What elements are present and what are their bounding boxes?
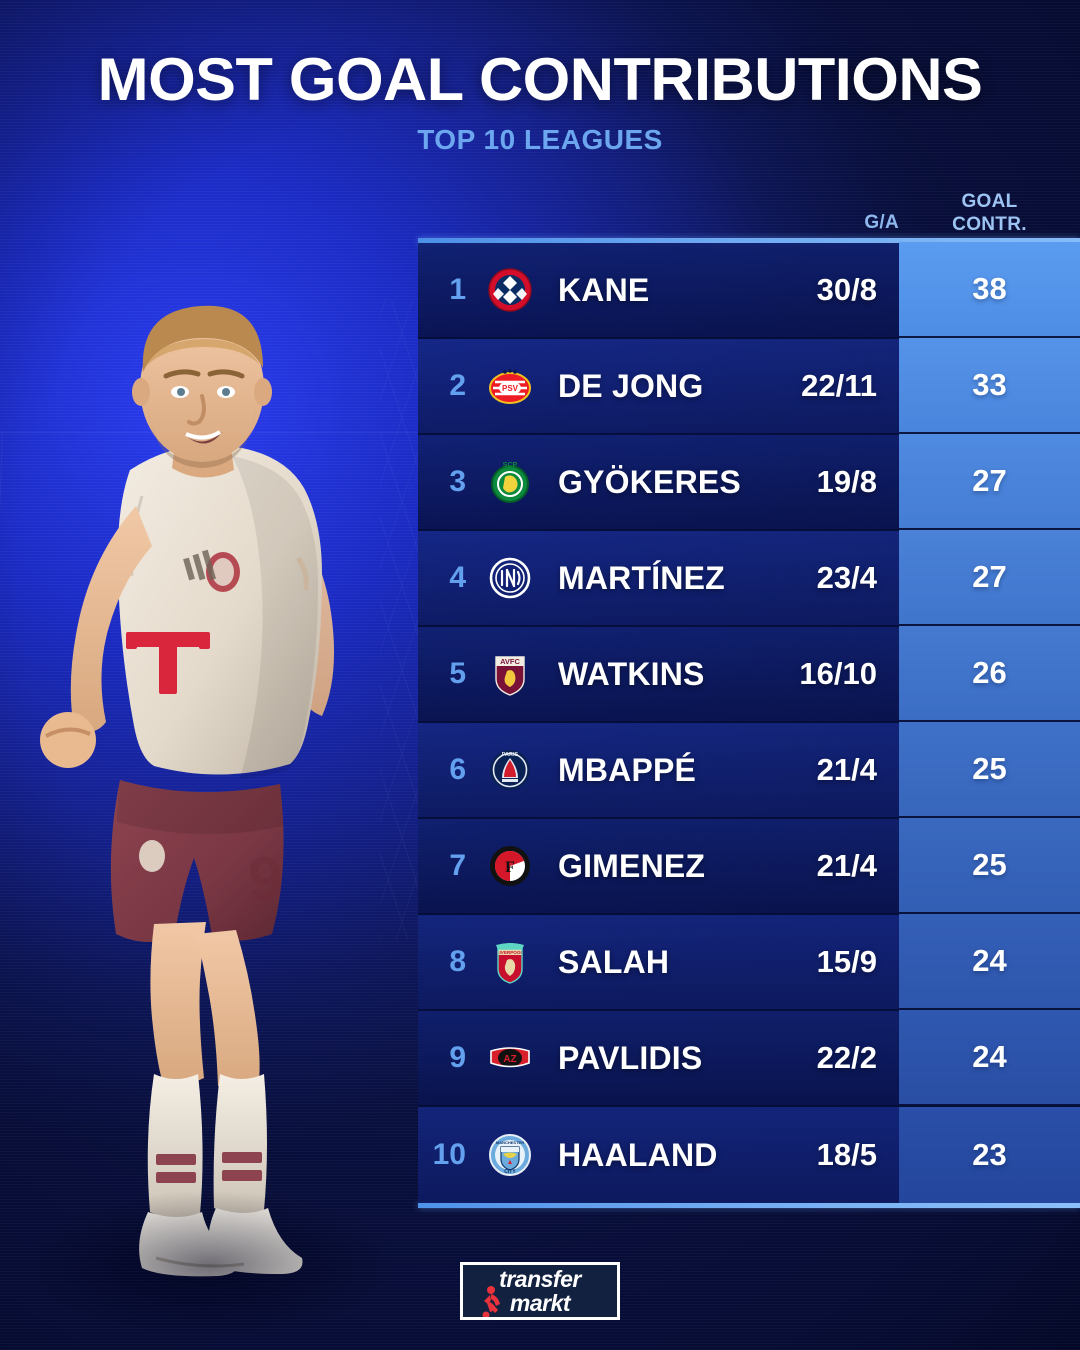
row-goal-contributions: 27: [899, 530, 1080, 626]
row-player-name: KANE: [558, 271, 650, 308]
header: MOST GOAL CONTRIBUTIONS TOP 10 LEAGUES: [0, 0, 1080, 154]
row-player-name: GYÖKERES: [558, 463, 741, 500]
table-top-rule: [418, 238, 1080, 243]
row-goals-assists: 22/2: [816, 1040, 877, 1075]
row-goal-contributions: 33: [899, 338, 1080, 434]
club-badge-inter-milan-icon: [480, 552, 540, 604]
row-rank: 2: [449, 369, 466, 402]
club-badge-manchester-city-icon: CITY MANCHESTER: [480, 1129, 540, 1181]
club-badge-paris-saint-germain-icon: PARIS: [480, 744, 540, 796]
transfermarkt-player-figure-icon: [482, 1286, 500, 1317]
row-rank: 1: [449, 273, 466, 306]
page-title: MOST GOAL CONTRIBUTIONS: [97, 46, 983, 113]
table-row[interactable]: 6 PARIS MBAPPÉ 21/4 25: [418, 722, 1080, 819]
svg-text:AZ: AZ: [503, 1054, 516, 1065]
row-rank: 6: [449, 753, 466, 786]
column-header-goal-contr-line1: GOAL: [961, 191, 1018, 213]
column-header-goal-contr-line2: CONTR.: [952, 213, 1027, 235]
svg-text:AVFC: AVFC: [500, 657, 520, 666]
row-rank: 9: [449, 1041, 466, 1074]
row-goal-contributions: 25: [899, 722, 1080, 818]
row-goals-assists: 22/11: [801, 368, 877, 403]
club-badge-feyenoord-icon: F: [480, 840, 540, 892]
table-row[interactable]: 9 AZ PAVLIDIS 22/2 24: [418, 1010, 1080, 1107]
row-player-name: SALAH: [558, 943, 670, 980]
row-goals-assists: 16/10: [799, 656, 877, 691]
club-badge-az-alkmaar-icon: AZ: [480, 1032, 540, 1084]
row-player-name: HAALAND: [558, 1136, 718, 1173]
transfermarkt-logo: transfer markt: [460, 1262, 620, 1320]
row-goals-assists: 21/4: [816, 752, 877, 787]
row-goals-assists: 18/5: [816, 1137, 877, 1172]
transfermarkt-logo-box: transfer markt: [460, 1262, 620, 1320]
row-goals-assists: 23/4: [816, 560, 877, 595]
table-row[interactable]: 10 CITY MANCHESTER HAALAND 18/5 23: [418, 1107, 1080, 1203]
club-badge-sporting-cp-icon: SCP: [480, 456, 540, 508]
row-goal-contributions: 24: [899, 914, 1080, 1010]
row-player-name: GIMENEZ: [558, 847, 706, 884]
svg-text:9: 9: [248, 845, 282, 914]
row-goal-contributions: 27: [899, 434, 1080, 530]
svg-text:LIVERPOOL: LIVERPOOL: [497, 950, 524, 955]
page-subtitle: TOP 10 LEAGUES: [417, 124, 663, 155]
row-goal-contributions: 23: [899, 1107, 1080, 1203]
column-header-ga: G/A: [864, 212, 899, 233]
row-rank: 10: [432, 1138, 466, 1171]
svg-text:PARIS: PARIS: [502, 752, 519, 758]
table-row[interactable]: 2 PSV DE JONG 22/11 33: [418, 338, 1080, 435]
row-goals-assists: 15/9: [816, 944, 877, 979]
row-rank: 7: [449, 849, 466, 882]
table-row[interactable]: 5 AVFC WATKINS 16/10 26: [418, 626, 1080, 723]
row-player-name: PAVLIDIS: [558, 1039, 703, 1076]
svg-text:CITY: CITY: [504, 1169, 516, 1175]
row-goals-assists: 21/4: [816, 848, 877, 883]
table-row[interactable]: 3 SCP GYÖKERES 19/8 27: [418, 434, 1080, 531]
transfermarkt-logo-text-top: transfer: [499, 1266, 581, 1292]
row-player-name: DE JONG: [558, 367, 704, 404]
row-player-name: WATKINS: [558, 655, 705, 692]
row-rank: 4: [449, 561, 466, 594]
row-rank: 5: [449, 657, 466, 690]
transfermarkt-logo-text-bottom: markt: [509, 1290, 571, 1316]
table-row[interactable]: 7 F GIMENEZ 21/4 25: [418, 818, 1080, 915]
table-row[interactable]: 1 KANE 30/8 38: [418, 242, 1080, 339]
svg-text:SCP: SCP: [503, 462, 518, 469]
player-photo-illustration: 9: [40, 305, 335, 1277]
club-badge-psv-eindhoven-icon: PSV: [480, 360, 540, 412]
column-header-goal-contributions: GOAL CONTR.: [899, 191, 1080, 236]
row-player-name: MBAPPÉ: [558, 751, 697, 788]
row-goals-assists: 19/8: [816, 464, 877, 499]
table-row[interactable]: 8 LIVERPOOL SALAH 15/9 24: [418, 914, 1080, 1011]
club-badge-liverpool-icon: LIVERPOOL: [480, 936, 540, 988]
row-goal-contributions: 25: [899, 818, 1080, 914]
svg-text:MANCHESTER: MANCHESTER: [496, 1140, 524, 1145]
row-goal-contributions: 26: [899, 626, 1080, 722]
row-goals-assists: 30/8: [816, 272, 877, 307]
table-row[interactable]: 4 MARTÍNEZ 23/4 27: [418, 530, 1080, 627]
row-goal-contributions: 38: [899, 242, 1080, 338]
club-badge-fc-bayern-munich-icon: [480, 264, 540, 316]
table-body: 1 KANE 30/8 38 2 PSV DE JONG 22/11 33 3 SCP GYÖ…: [418, 242, 1080, 1203]
row-rank: 8: [449, 945, 466, 978]
row-player-name: MARTÍNEZ: [558, 559, 725, 596]
svg-text:PSV: PSV: [502, 384, 519, 393]
club-badge-aston-villa-icon: AVFC: [480, 648, 540, 700]
leaderboard-table: G/A GOAL CONTR. 1 KANE 30/8 38 2 PSV DE JON…: [418, 186, 1080, 1208]
player-photo-harry-kane: 9: [0, 140, 450, 1350]
player-photo-shadow: [20, 1190, 400, 1340]
svg-text:F: F: [505, 859, 515, 876]
row-rank: 3: [449, 465, 466, 498]
table-header-row: G/A GOAL CONTR.: [418, 186, 1080, 238]
table-bottom-rule: [418, 1203, 1080, 1208]
row-goal-contributions: 24: [899, 1010, 1080, 1106]
